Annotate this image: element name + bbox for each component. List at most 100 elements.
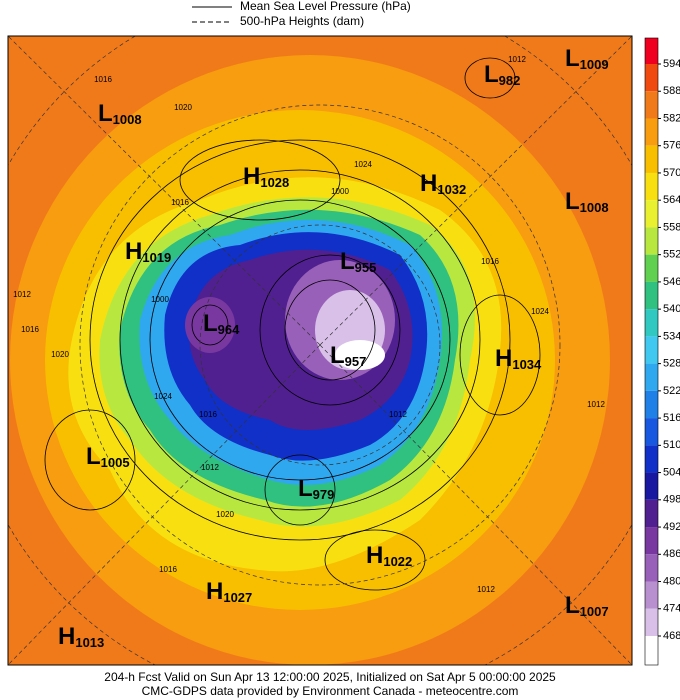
center-value: 979 [313, 487, 335, 502]
center-letter: L [298, 475, 313, 502]
contour-label: 1024 [531, 307, 549, 316]
contour-label: 1024 [354, 160, 372, 169]
colorbar-label: 474 [663, 603, 680, 615]
pressure-center: L982 [484, 61, 520, 88]
contour-label: 1016 [171, 198, 189, 207]
contour-label: 1016 [159, 565, 177, 574]
center-letter: H [495, 345, 512, 372]
center-value: 964 [218, 322, 240, 337]
pressure-center: L1007 [565, 592, 609, 619]
colorbar-block [645, 390, 658, 419]
colorbar-block [645, 418, 658, 446]
contour-label: 1016 [21, 325, 39, 334]
contour-label: 1012 [477, 585, 495, 594]
contour-label: 1016 [199, 410, 217, 419]
center-value: 1008 [580, 200, 609, 215]
colorbar-block [645, 554, 658, 582]
contour-label: 1012 [587, 400, 605, 409]
center-letter: H [206, 578, 223, 605]
colorbar-block [645, 608, 658, 636]
contour-label: 1016 [481, 257, 499, 266]
colorbar-block [645, 172, 658, 201]
colorbar-block [645, 309, 658, 337]
pressure-center: L1005 [86, 443, 130, 470]
footer-line: 204-h Fcst Valid on Sun Apr 13 12:00:00 … [104, 670, 556, 684]
center-value: 1028 [260, 175, 289, 190]
contour-label: 1016 [94, 75, 112, 84]
center-letter: L [340, 248, 355, 275]
pressure-center: L1008 [98, 100, 142, 127]
pressure-center: L1008 [565, 188, 609, 215]
colorbar-block [645, 200, 658, 228]
colorbar-label: 570 [663, 167, 680, 179]
colorbar-label: 528 [663, 358, 680, 370]
colorbar-label: 486 [663, 548, 680, 560]
colorbar-label: 522 [663, 385, 680, 397]
colorbar-block [645, 581, 658, 609]
colorbar-label: 492 [663, 521, 680, 533]
center-value: 1009 [580, 57, 609, 72]
colorbar-block [645, 363, 658, 391]
pressure-center: L979 [298, 475, 334, 502]
center-value: 957 [345, 354, 367, 369]
center-letter: L [203, 310, 218, 337]
colorbar-block [645, 64, 658, 92]
colorbar-label: 498 [663, 494, 680, 506]
pressure-center: H1019 [125, 238, 171, 265]
colorbar-block [645, 636, 658, 665]
center-letter: L [565, 188, 580, 215]
legend-label: Mean Sea Level Pressure (hPa) [240, 0, 411, 13]
center-value: 1007 [580, 604, 609, 619]
colorbar-block [645, 145, 658, 173]
pressure-center: H1013 [58, 623, 104, 650]
colorbar-block [645, 336, 658, 364]
contour-label: 1020 [216, 510, 234, 519]
colorbar-block [645, 38, 658, 64]
pressure-center: H1028 [243, 163, 289, 190]
center-value: 982 [499, 73, 521, 88]
contour-label: 1020 [174, 103, 192, 112]
center-value: 1027 [223, 590, 252, 605]
center-letter: L [330, 342, 345, 369]
colorbar-block [645, 227, 658, 255]
contour-label: 1024 [154, 392, 172, 401]
center-letter: H [366, 542, 383, 569]
center-value: 1019 [142, 250, 171, 265]
pressure-center: L1009 [565, 45, 609, 72]
center-value: 1008 [113, 112, 142, 127]
center-letter: L [565, 45, 580, 72]
contour-label: 1000 [151, 295, 169, 304]
colorbar-label: 546 [663, 276, 680, 288]
center-letter: L [98, 100, 113, 127]
colorbar-label: 588 [663, 85, 680, 97]
pressure-center: L955 [340, 248, 376, 275]
center-letter: L [565, 592, 580, 619]
colorbar-label: 552 [663, 249, 680, 261]
pressure-center: H1034 [495, 345, 542, 372]
pressure-center: L964 [203, 310, 240, 337]
pressure-center: L957 [330, 342, 366, 369]
colorbar-label: 504 [663, 466, 680, 478]
colorbar-label: 468 [663, 630, 680, 642]
contour-label: 1012 [13, 290, 31, 299]
contour-label: 1012 [201, 463, 219, 472]
center-letter: H [58, 623, 75, 650]
center-letter: H [125, 238, 142, 265]
colorbar-label: 540 [663, 303, 680, 315]
colorbar-block [645, 472, 658, 500]
colorbar-block [645, 254, 658, 282]
center-value: 1005 [101, 455, 130, 470]
footer-line: CMC-GDPS data provided by Environment Ca… [142, 684, 519, 698]
colorbar-block [645, 527, 658, 555]
center-letter: L [86, 443, 101, 470]
center-value: 955 [355, 260, 377, 275]
contour-label: 1020 [51, 350, 69, 359]
colorbar-block [645, 91, 658, 119]
colorbar-block [645, 281, 658, 310]
colorbar-label: 594 [663, 58, 680, 70]
contour-label: 1012 [508, 55, 526, 64]
center-value: 1032 [437, 182, 466, 197]
colorbar-label: 582 [663, 112, 680, 124]
